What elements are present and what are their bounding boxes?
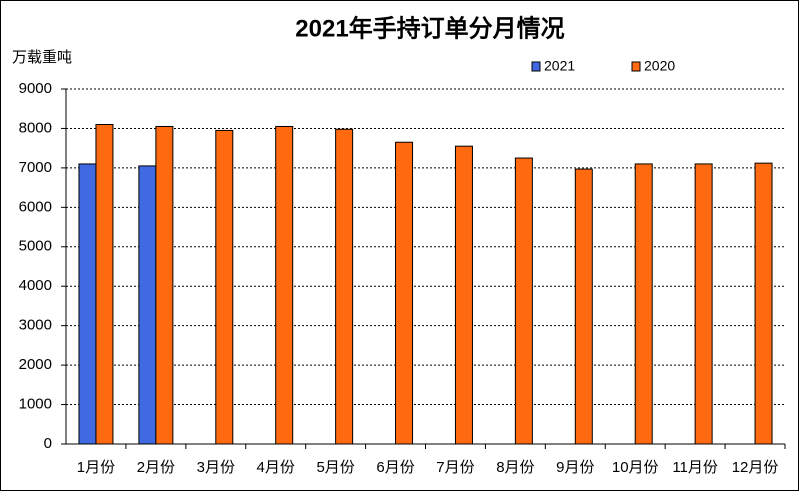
x-tick-label: 2月份 [137, 459, 175, 476]
x-tick-label: 8月份 [496, 459, 534, 476]
bar [138, 165, 157, 445]
legend: 2021 2020 [531, 58, 675, 74]
bar [95, 124, 114, 445]
bar [78, 163, 97, 445]
bar [335, 128, 354, 445]
x-tick-label: 4月份 [257, 459, 295, 476]
y-tick-label: 6000 [19, 198, 52, 215]
x-tick-label: 10月份 [612, 459, 659, 476]
y-axis-label: 万载重吨 [12, 49, 72, 66]
legend-swatch [631, 61, 641, 72]
y-tick-label: 9000 [19, 80, 52, 97]
y-tick-label: 8000 [19, 119, 52, 136]
x-tick-label: 1月份 [77, 459, 115, 476]
bar [395, 141, 414, 445]
bar [694, 163, 713, 445]
bar [574, 168, 593, 445]
bar [634, 163, 653, 445]
legend-label: 2020 [644, 58, 675, 74]
y-tick-label: 2000 [19, 356, 52, 373]
x-tick-label: 11月份 [672, 459, 718, 476]
x-tick-label: 3月份 [197, 459, 235, 476]
bar [514, 157, 533, 445]
bar [754, 162, 773, 445]
y-tick-label: 5000 [19, 238, 52, 255]
bar [275, 125, 294, 445]
bar [454, 145, 473, 445]
x-tick-label: 12月份 [732, 459, 779, 476]
bar [155, 125, 174, 445]
legend-swatch [531, 61, 541, 72]
x-tick-label: 9月份 [556, 459, 594, 476]
x-tick-label: 5月份 [316, 459, 354, 476]
chart-title: 2021年手持订单分月情况 [295, 14, 564, 42]
y-tick-label: 7000 [19, 159, 52, 176]
legend-label: 2021 [544, 58, 575, 74]
y-tick-label: 4000 [19, 277, 52, 294]
y-tick-label: 1000 [19, 396, 52, 413]
x-tick-label: 7月份 [436, 459, 474, 476]
bar [215, 129, 234, 445]
x-tick-label: 6月份 [376, 459, 414, 476]
y-tick-label: 0 [44, 435, 52, 452]
y-tick-label: 3000 [19, 317, 52, 334]
